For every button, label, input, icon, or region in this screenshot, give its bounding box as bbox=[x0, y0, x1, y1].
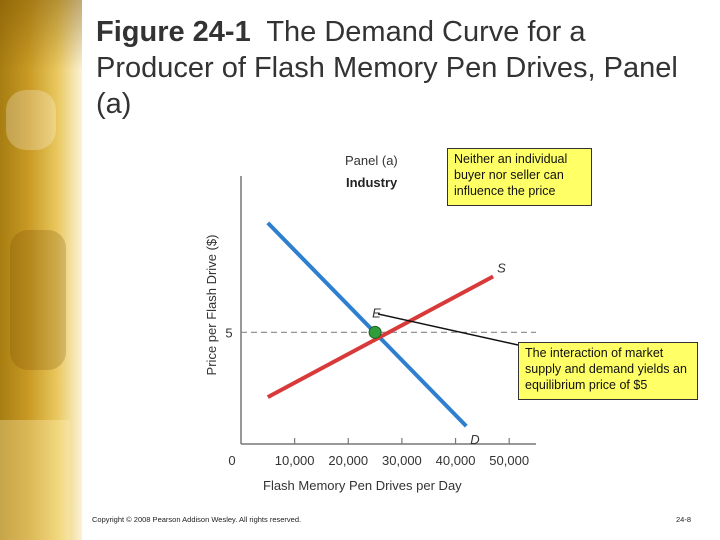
figure-number: Figure 24-1 bbox=[96, 16, 251, 48]
panel-sublabel: Industry bbox=[346, 175, 398, 190]
demand-label: D bbox=[470, 432, 479, 447]
x-tick-label: 10,000 bbox=[275, 453, 315, 468]
x-axis-label: Flash Memory Pen Drives per Day bbox=[263, 478, 462, 493]
demand-curve bbox=[266, 221, 468, 428]
supply-label: S bbox=[497, 261, 506, 276]
x-tick-label: 50,000 bbox=[489, 453, 529, 468]
callout-text: Neither an individual buyer nor seller c… bbox=[454, 152, 568, 198]
copyright-notice: Copyright © 2008 Pearson Addison Wesley.… bbox=[92, 515, 302, 524]
page-number: 24-8 bbox=[676, 515, 692, 524]
y-axis-label: Price per Flash Drive ($) bbox=[204, 235, 219, 376]
equilibrium-point bbox=[368, 325, 382, 339]
band-texture bbox=[0, 0, 82, 70]
decorative-side-band bbox=[0, 0, 82, 540]
figure-title: The Demand Curve for a Producer of Flash… bbox=[96, 16, 678, 120]
callout-text: The interaction of market supply and dem… bbox=[525, 346, 687, 392]
x-tick-label: 40,000 bbox=[436, 453, 476, 468]
x-tick-label: 20,000 bbox=[328, 453, 368, 468]
callout-equilibrium: The interaction of market supply and dem… bbox=[518, 342, 698, 400]
y-tick-label: 5 bbox=[225, 325, 232, 340]
supply-curve bbox=[266, 274, 495, 399]
band-texture bbox=[6, 90, 56, 150]
callout-pointer bbox=[377, 313, 519, 346]
callout-price-taker: Neither an individual buyer nor seller c… bbox=[447, 148, 592, 206]
band-texture bbox=[0, 420, 70, 540]
x-tick-label: 30,000 bbox=[382, 453, 422, 468]
band-texture bbox=[10, 230, 66, 370]
slide-title: Figure 24-1 The Demand Curve for a Produ… bbox=[96, 14, 696, 122]
panel-label: Panel (a) bbox=[345, 153, 398, 168]
equilibrium-label: E bbox=[372, 305, 381, 320]
x-tick-label: 0 bbox=[228, 453, 235, 468]
